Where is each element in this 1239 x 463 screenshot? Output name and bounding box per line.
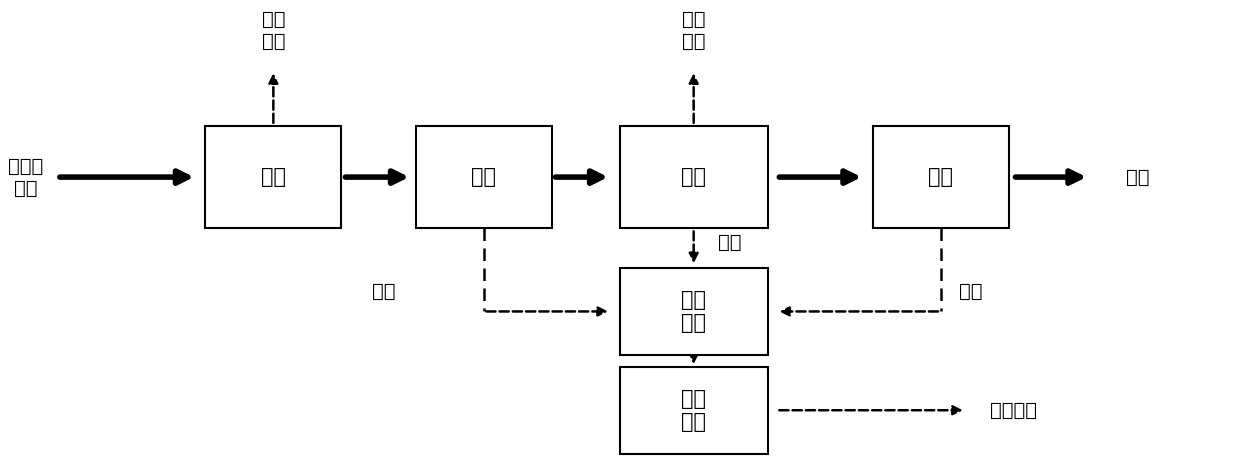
Text: 厌氧: 厌氧	[681, 167, 706, 187]
Text: 浓泥
脱水: 浓泥 脱水	[681, 388, 706, 432]
Bar	[620, 367, 768, 454]
Text: 栅滤: 栅滤	[261, 167, 286, 187]
Text: 排放: 排放	[1126, 168, 1150, 187]
Text: 沉淀: 沉淀	[471, 167, 496, 187]
Bar	[873, 126, 1009, 228]
Text: 干泥外运: 干泥外运	[990, 401, 1037, 420]
Text: 化机浆
废水: 化机浆 废水	[9, 156, 43, 198]
Text: 污泥: 污泥	[959, 282, 983, 301]
Bar	[620, 268, 768, 355]
Bar	[620, 126, 768, 228]
Text: 回收
纤维: 回收 纤维	[261, 10, 285, 50]
Text: 污泥: 污泥	[719, 233, 742, 252]
Text: 污泥
储槽: 污泥 储槽	[681, 290, 706, 333]
Text: 好氧: 好氧	[928, 167, 954, 187]
Bar	[415, 126, 551, 228]
Text: 沼气
利用: 沼气 利用	[681, 10, 705, 50]
Text: 污泥: 污泥	[372, 282, 395, 301]
Bar	[206, 126, 342, 228]
